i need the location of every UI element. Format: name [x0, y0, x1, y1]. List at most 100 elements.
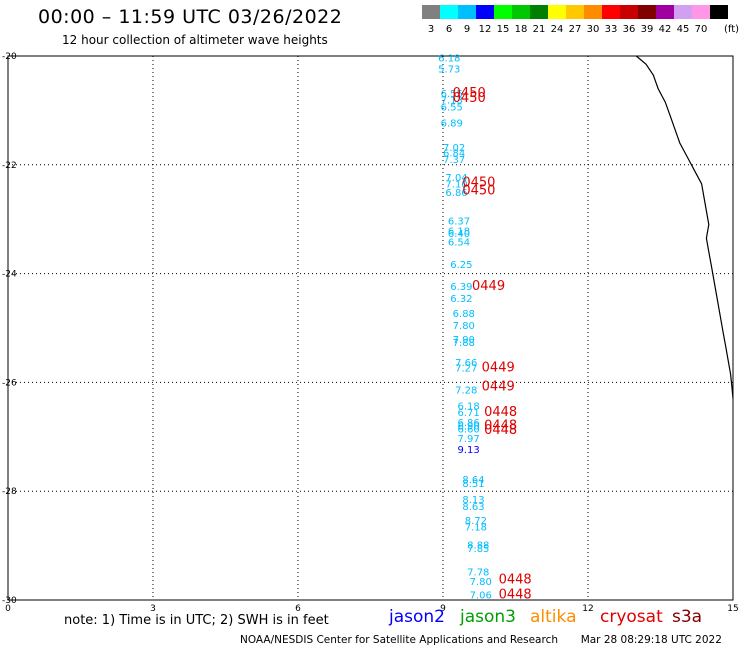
- y-tick-label: -28: [2, 487, 17, 497]
- x-tick-label: 6: [295, 604, 301, 614]
- wave-height-label: 6.88: [453, 309, 475, 320]
- wave-height-label: 6.39: [450, 282, 472, 293]
- wave-height-label: 6.40: [448, 229, 470, 240]
- pass-time-label: 0450: [453, 86, 486, 101]
- wave-height-label: 7.37: [443, 155, 465, 166]
- scale-label: 6: [445, 24, 453, 35]
- pass-time-label: 0448: [484, 419, 517, 434]
- satellite-legend-s3a: s3a: [672, 607, 703, 627]
- wave-height-label: 6.54: [448, 237, 470, 248]
- scale-label: 24: [550, 24, 564, 35]
- wave-height-label: 8.51: [462, 479, 484, 490]
- scale-label: 18: [514, 24, 528, 35]
- wave-height-label: 6.32: [450, 294, 472, 305]
- wave-height-label: 7.66: [455, 358, 477, 369]
- wave-height-label: 7.13: [441, 95, 463, 106]
- wave-height-label: 6.86: [445, 188, 467, 199]
- scale-label: 9: [463, 24, 471, 35]
- wave-height-label: 6.55: [441, 102, 463, 113]
- pass-time-label: 0449: [482, 380, 515, 395]
- wave-height-label: 7.18: [465, 522, 487, 533]
- satellite-legend-altika: altika: [530, 607, 577, 627]
- wave-height-label: 6.18: [448, 226, 470, 237]
- wave-height-label: 6.86: [458, 418, 480, 429]
- wave-height-label: 7.80: [470, 577, 492, 588]
- wave-height-label: 6.84: [443, 149, 465, 160]
- satellite-legend-cryosat: cryosat: [600, 607, 663, 627]
- pass-time-label: 0449: [482, 361, 515, 376]
- wave-height-label: 8.64: [462, 475, 484, 486]
- wave-height-label: 6.18: [458, 402, 480, 413]
- wave-height-label: 6.89: [441, 119, 463, 130]
- wave-height-label: 7.88: [453, 338, 475, 349]
- pass-time-label: 0448: [484, 423, 517, 438]
- pass-time-label: 0448: [499, 573, 532, 588]
- wave-height-label: 6.90: [458, 422, 480, 433]
- wave-height-label: 6.37: [448, 217, 470, 228]
- scale-swatch: [710, 5, 729, 19]
- wave-height-label: 9.13: [458, 445, 480, 456]
- pass-time-label: 0450: [453, 91, 486, 106]
- wave-height-label: 8.88: [467, 540, 489, 551]
- y-tick-label: -26: [2, 378, 17, 388]
- y-tick-label: -22: [2, 161, 17, 171]
- pass-time-label: 0448: [484, 405, 517, 420]
- scale-unit: (ft): [724, 24, 740, 35]
- wave-height-label: 6.55: [441, 89, 463, 100]
- wave-height-label: 5.73: [438, 64, 460, 75]
- wave-height-label: 7.28: [455, 385, 477, 396]
- credit-line: NOAA/NESDIS Center for Satellite Applica…: [240, 634, 722, 646]
- wave-height-label: 7.90: [453, 335, 475, 346]
- pass-time-label: 0450: [462, 176, 495, 191]
- x-tick-label: 12: [582, 604, 593, 614]
- scale-label: 70: [694, 24, 708, 35]
- wave-height-label: 7.85: [467, 544, 489, 555]
- scale-label: 45: [676, 24, 690, 35]
- scale-label: 12: [478, 24, 492, 35]
- wave-height-label: 7.06: [470, 590, 492, 601]
- credit-organization: NOAA/NESDIS Center for Satellite Applica…: [240, 634, 558, 646]
- x-tick-label: 3: [150, 604, 156, 614]
- wave-height-label: 8.13: [462, 495, 484, 506]
- wave-height-label: 6.71: [458, 408, 480, 419]
- wave-height-label: 7.97: [458, 434, 480, 445]
- wave-height-label: 7.10: [445, 180, 467, 191]
- scale-label: 15: [496, 24, 510, 35]
- wave-height-label: 7.27: [455, 364, 477, 375]
- satellite-legend-jason3: jason3: [460, 607, 516, 627]
- scale-label: 33: [604, 24, 618, 35]
- scale-label: 21: [532, 24, 546, 35]
- wave-height-label: 7.78: [467, 568, 489, 579]
- scale-label: 30: [586, 24, 600, 35]
- page-title: 00:00 – 11:59 UTC 03/26/2022: [38, 6, 343, 28]
- coastline: [635, 55, 734, 399]
- y-tick-label: -30: [2, 596, 17, 606]
- scale-label: 39: [640, 24, 654, 35]
- scale-label: 42: [658, 24, 672, 35]
- x-tick-label: 15: [727, 604, 738, 614]
- x-tick-label: 0: [5, 604, 11, 614]
- footer-note: note: 1) Time is in UTC; 2) SWH is in fe…: [64, 613, 329, 628]
- scale-label: 27: [568, 24, 582, 35]
- scale-label: 36: [622, 24, 636, 35]
- pass-time-label: 0448: [499, 587, 532, 602]
- scale-label: 3: [427, 24, 435, 35]
- wave-height-label: 6.25: [450, 260, 472, 271]
- y-tick-label: -24: [2, 270, 17, 280]
- satellite-legend-jason2: jason2: [389, 607, 445, 627]
- credit-timestamp: Mar 28 08:29:18 UTC 2022: [580, 634, 722, 646]
- wave-height-label: 7.02: [443, 143, 465, 154]
- wave-height-label: 8.63: [462, 502, 484, 513]
- wave-height-label: 7.80: [453, 321, 475, 332]
- pass-time-label: 0450: [462, 184, 495, 199]
- wave-height-label: 6.18: [438, 53, 460, 64]
- y-tick-label: -20: [2, 52, 17, 62]
- wave-height-label: 8.72: [465, 516, 487, 527]
- page-subtitle: 12 hour collection of altimeter wave hei…: [62, 33, 328, 47]
- x-tick-label: 9: [440, 604, 446, 614]
- pass-time-label: 0449: [472, 279, 505, 294]
- wave-height-label: 6.60: [458, 424, 480, 435]
- wave-height-label: 7.04: [445, 173, 467, 184]
- map-frame: [7, 55, 734, 601]
